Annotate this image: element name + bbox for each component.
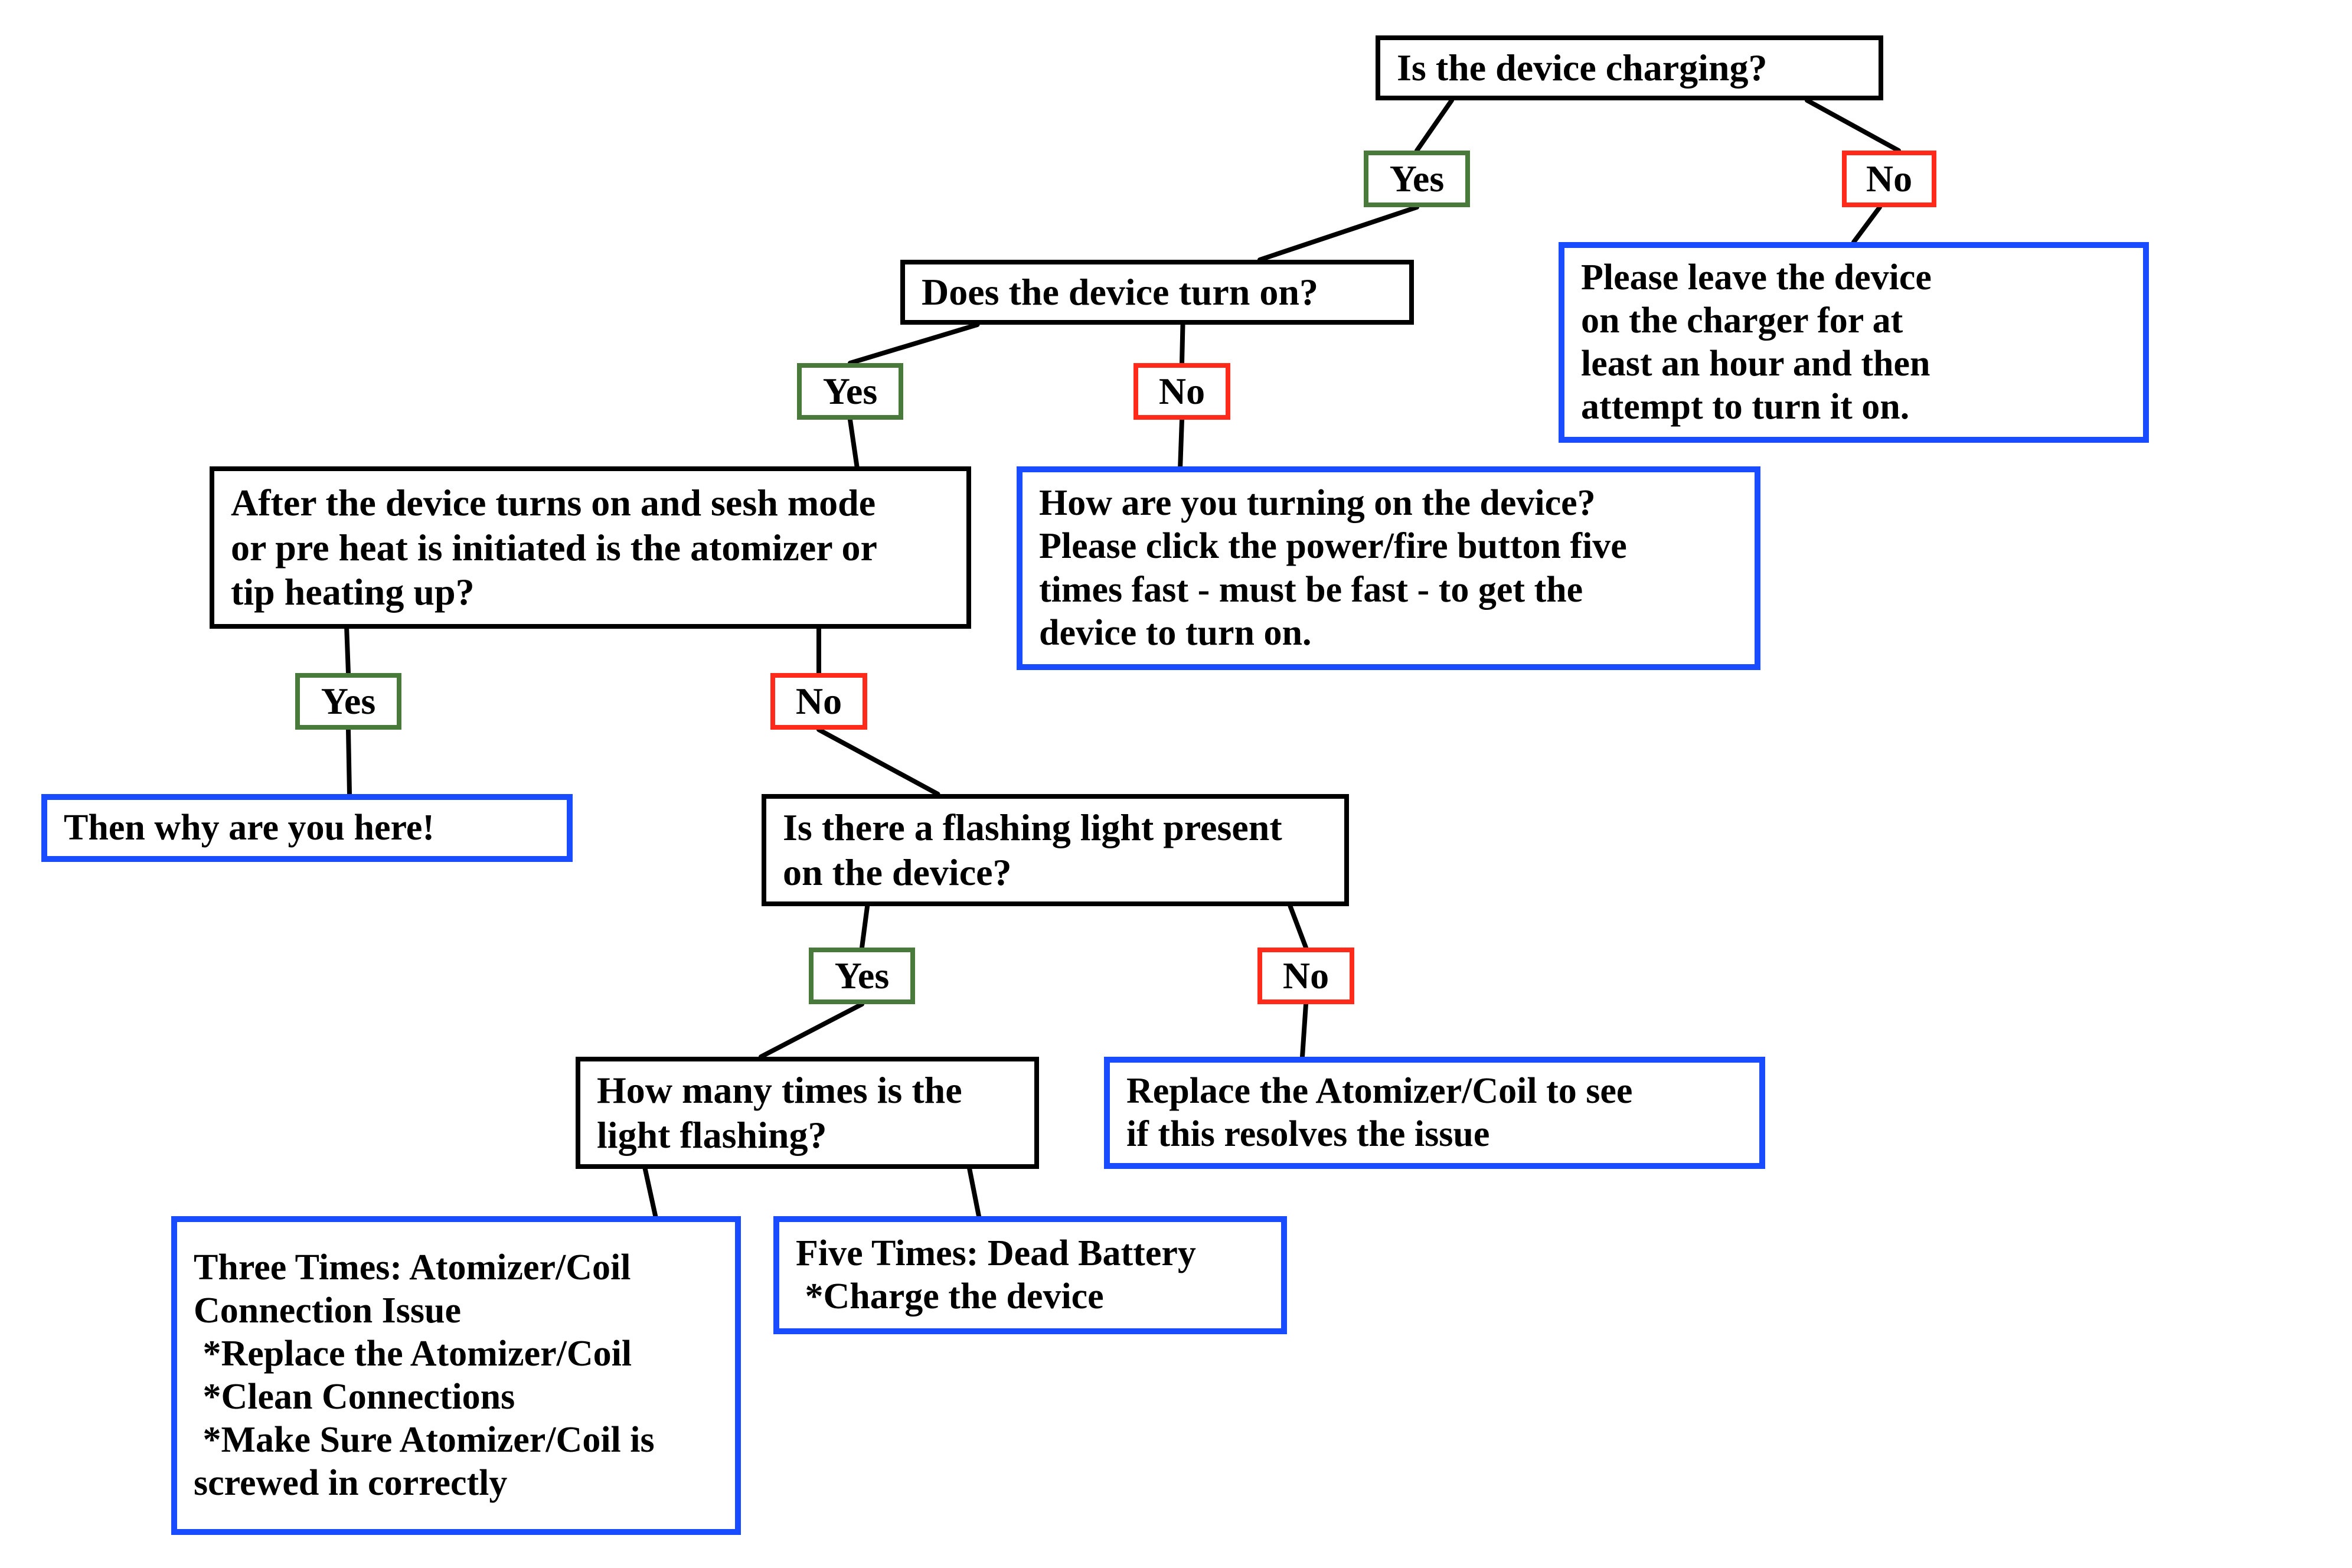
node-label: Replace the Atomizer/Coil to see if this… bbox=[1126, 1070, 1632, 1156]
edge-d3n-q4 bbox=[819, 730, 938, 794]
node-label: Does the device turn on? bbox=[922, 270, 1318, 315]
edge-d1n-a1 bbox=[1854, 207, 1880, 242]
node-q4: Is there a flashing light present on the… bbox=[762, 794, 1349, 906]
node-a6: Five Times: Dead Battery *Charge the dev… bbox=[773, 1216, 1287, 1334]
node-label: How many times is the light flashing? bbox=[597, 1068, 962, 1157]
edge-d1y-q2 bbox=[1260, 207, 1417, 260]
node-label: Five Times: Dead Battery *Charge the dev… bbox=[796, 1232, 1196, 1318]
node-label: No bbox=[1866, 156, 1912, 201]
node-label: Is the device charging? bbox=[1397, 45, 1768, 90]
node-d2n: No bbox=[1133, 363, 1230, 420]
node-d2y: Yes bbox=[797, 363, 903, 420]
node-label: Three Times: Atomizer/Coil Connection Is… bbox=[194, 1246, 655, 1505]
edge-q1-d1n bbox=[1807, 100, 1899, 151]
node-label: Yes bbox=[823, 369, 877, 414]
node-label: Yes bbox=[1390, 156, 1444, 201]
node-label: Then why are you here! bbox=[64, 806, 435, 850]
node-label: Is there a flashing light present on the… bbox=[783, 805, 1282, 894]
node-q1: Is the device charging? bbox=[1376, 35, 1883, 100]
node-d3n: No bbox=[770, 673, 867, 730]
edge-q4-d4n bbox=[1291, 906, 1306, 948]
edge-q4-d4y bbox=[862, 906, 867, 948]
node-d4n: No bbox=[1257, 948, 1354, 1004]
node-a1: Please leave the device on the charger f… bbox=[1559, 242, 2149, 443]
node-label: Yes bbox=[835, 953, 889, 998]
node-label: How are you turning on the device? Pleas… bbox=[1039, 482, 1627, 655]
edge-d4y-q5 bbox=[761, 1004, 862, 1057]
edge-d2n-a2 bbox=[1180, 420, 1182, 466]
node-d1y: Yes bbox=[1364, 151, 1470, 207]
node-q5: How many times is the light flashing? bbox=[576, 1057, 1039, 1169]
node-a3: Then why are you here! bbox=[41, 794, 573, 862]
node-a2: How are you turning on the device? Pleas… bbox=[1017, 466, 1760, 670]
node-label: No bbox=[1159, 369, 1205, 414]
node-d3y: Yes bbox=[295, 673, 401, 730]
node-label: After the device turns on and sesh mode … bbox=[231, 481, 877, 615]
node-q3: After the device turns on and sesh mode … bbox=[210, 466, 971, 629]
edge-d4n-a4 bbox=[1302, 1004, 1306, 1057]
node-d1n: No bbox=[1842, 151, 1936, 207]
node-label: No bbox=[1283, 953, 1329, 998]
node-label: Please leave the device on the charger f… bbox=[1581, 256, 1932, 429]
node-a4: Replace the Atomizer/Coil to see if this… bbox=[1104, 1057, 1765, 1169]
edge-q3-d3y bbox=[347, 629, 348, 673]
node-d4y: Yes bbox=[809, 948, 915, 1004]
edge-q5-a5 bbox=[645, 1169, 656, 1216]
node-q2: Does the device turn on? bbox=[900, 260, 1414, 325]
node-label: Yes bbox=[321, 679, 375, 724]
node-label: No bbox=[796, 679, 842, 724]
edge-d3y-a3 bbox=[348, 730, 349, 794]
edge-q2-d2n bbox=[1182, 325, 1183, 363]
edge-q5-a6 bbox=[969, 1169, 979, 1216]
node-a5: Three Times: Atomizer/Coil Connection Is… bbox=[171, 1216, 741, 1535]
edge-d2y-q3 bbox=[850, 420, 857, 466]
edge-q1-d1y bbox=[1417, 100, 1452, 151]
edge-q2-d2y bbox=[850, 325, 978, 363]
flowchart-canvas: Is the device charging? Yes No Does the dev… bbox=[0, 0, 2352, 1568]
